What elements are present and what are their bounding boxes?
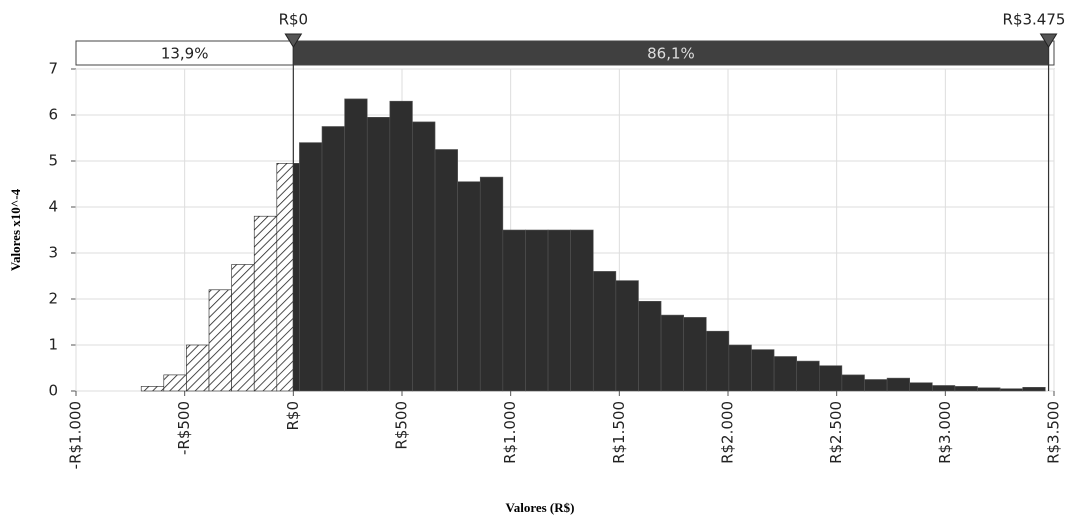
bar xyxy=(389,100,413,392)
bar xyxy=(140,386,165,392)
bar xyxy=(592,271,617,392)
y-tick-label: 5 xyxy=(48,152,58,170)
bar xyxy=(751,349,775,392)
x-tick-label: R$0 xyxy=(284,401,302,431)
bar xyxy=(954,386,978,392)
x-tick-label: -R$1.000 xyxy=(67,401,85,469)
bar xyxy=(909,382,933,392)
bar xyxy=(638,300,662,392)
x-tick-label: R$3.500 xyxy=(1045,401,1063,464)
y-tick-label: 2 xyxy=(48,290,58,308)
bar xyxy=(276,163,294,392)
bar xyxy=(186,344,210,392)
x-axis-label: Valores (R$) xyxy=(506,500,575,515)
bar xyxy=(1022,387,1046,392)
bar xyxy=(344,98,368,392)
band-left xyxy=(75,40,294,66)
marker-triangle xyxy=(1039,33,1058,48)
bar xyxy=(208,289,232,392)
x-tick-label: R$1.000 xyxy=(501,401,519,464)
bar xyxy=(615,280,639,392)
bar xyxy=(547,229,571,392)
y-tick-label: 6 xyxy=(48,106,58,124)
bar xyxy=(705,330,730,392)
bar xyxy=(321,126,345,392)
marker-label: R$3.475 xyxy=(1003,11,1066,29)
bar xyxy=(841,374,865,392)
bar xyxy=(479,176,504,392)
bar xyxy=(864,379,888,392)
bar xyxy=(231,264,255,392)
bar xyxy=(977,387,1001,392)
bar xyxy=(253,215,278,392)
bar xyxy=(412,121,436,392)
bar xyxy=(886,377,910,392)
band-mid xyxy=(292,40,1050,66)
bar xyxy=(796,360,820,392)
y-tick-label: 0 xyxy=(48,382,58,400)
band-label: 13,9% xyxy=(161,45,209,63)
x-tick-label: R$1.500 xyxy=(610,401,628,464)
marker-triangle xyxy=(284,33,303,48)
bar xyxy=(570,229,594,392)
y-tick-label: 4 xyxy=(48,198,58,216)
bar xyxy=(683,317,707,392)
x-tick-label: R$500 xyxy=(393,401,411,450)
bar xyxy=(299,142,323,392)
y-tick-label: 7 xyxy=(48,60,58,78)
bar xyxy=(163,374,187,392)
marker-label: R$0 xyxy=(279,11,309,29)
bar xyxy=(728,344,752,392)
y-tick-label: 3 xyxy=(48,244,58,262)
bar xyxy=(366,117,391,392)
bar xyxy=(457,181,481,392)
bar xyxy=(434,149,458,392)
bar xyxy=(931,385,956,392)
x-tick-label: R$2.500 xyxy=(827,401,845,464)
x-tick-label: R$3.000 xyxy=(936,401,954,464)
bar xyxy=(502,229,526,392)
y-tick-label: 1 xyxy=(48,336,58,354)
bar xyxy=(660,314,684,392)
x-tick-label: -R$500 xyxy=(175,401,193,455)
bar xyxy=(999,388,1024,392)
bar xyxy=(818,365,843,392)
bar xyxy=(525,229,549,392)
bar xyxy=(773,356,797,392)
x-tick-label: R$2.000 xyxy=(719,401,737,464)
y-axis-label: Valores x10^-4 xyxy=(8,188,23,271)
band-label: 86,1% xyxy=(647,45,695,63)
